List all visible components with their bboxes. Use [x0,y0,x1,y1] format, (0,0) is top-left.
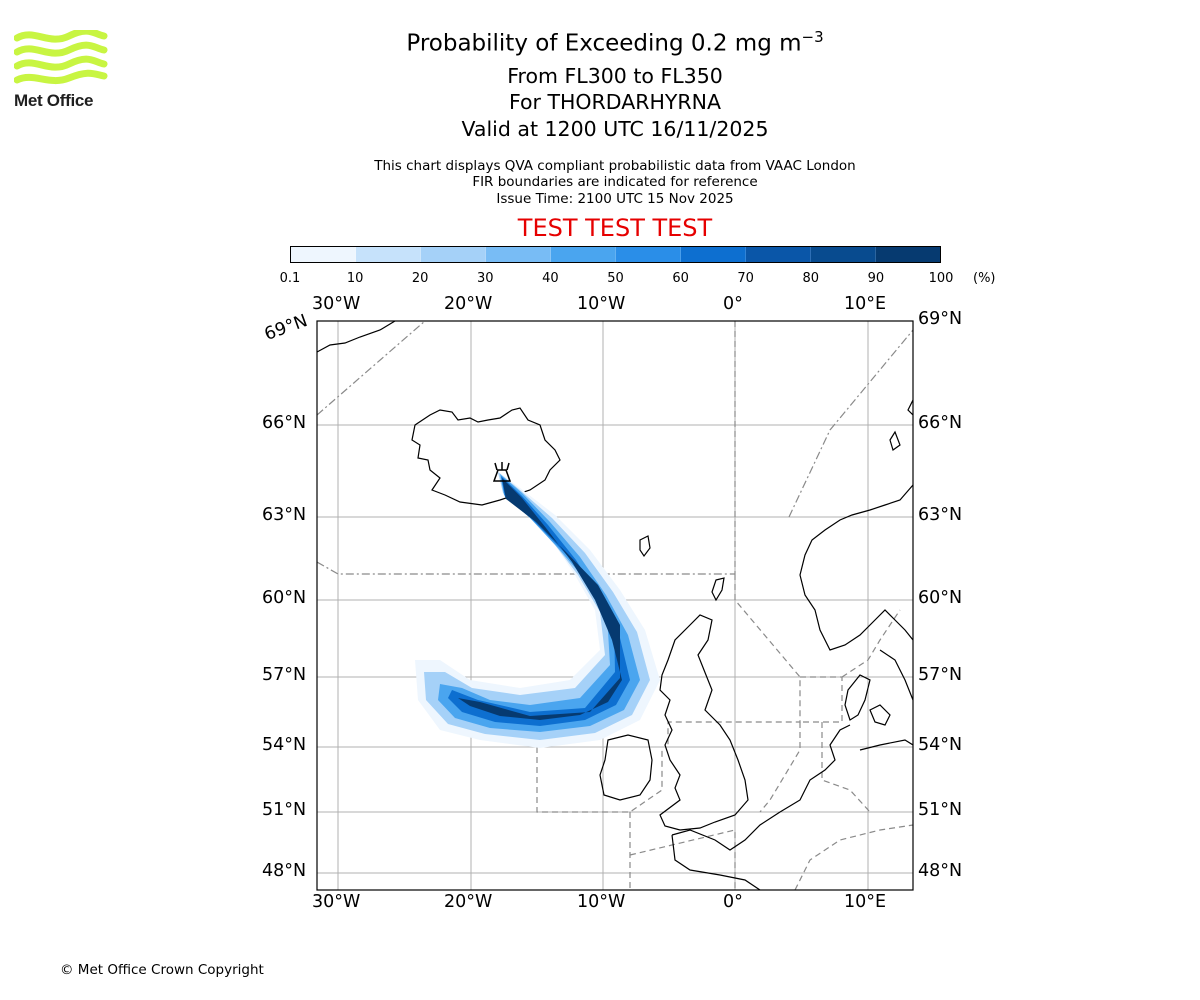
info-line-1: This chart displays QVA compliant probab… [374,158,856,174]
colorbar-tick-label: 90 [867,271,885,286]
top-lon-label: 10°E [844,294,887,314]
faroe-coast [639,535,651,558]
volcano-icon [492,462,512,482]
bottom-lon-label: 30°W [312,892,361,912]
right-lat-label: 69°N [918,309,963,329]
colorbar-unit: (%) [973,271,996,286]
copyright-notice: © Met Office Crown Copyright [60,962,264,978]
left-lat-label: 48°N [262,861,307,881]
colorbar-segment [291,247,356,262]
info-line-2: FIR boundaries are indicated for referen… [472,174,758,190]
volcano-name: For THORDARHYRNA [508,90,722,114]
left-lat-label: 66°N [262,413,307,433]
left-lat-label: 54°N [262,735,307,755]
flight-level-range: From FL300 to FL350 [507,64,723,88]
right-lat-label: 60°N [918,588,963,608]
met-office-wave-icon [13,27,108,85]
chart-title: Probability of Exceeding 0.2 mg m−3 [0,28,1200,57]
colorbar-tick-label: 70 [737,271,754,286]
top-lon-label: 10°W [577,294,626,314]
bottom-lon-label: 20°W [444,892,493,912]
colorbar-tick-label: 30 [477,271,494,286]
logo-text: Met Office [14,91,94,110]
right-lat-label: 63°N [918,505,963,525]
colorbar-tick-label: 20 [411,271,429,286]
valid-time: Valid at 1200 UTC 16/11/2025 [461,117,769,141]
right-lat-label: 48°N [918,861,963,881]
france-coast [671,724,851,890]
top-lon-label: 0° [723,294,743,314]
right-lat-label: 54°N [918,735,963,755]
greenland-coast [317,321,396,353]
colorbar-tick-label: 60 [672,271,689,286]
top-lon-label: 20°W [444,294,493,314]
colorbar-segment [421,247,486,262]
colorbar-tick-label: 0.1 [279,271,301,286]
colorbar-tick-label: 50 [607,271,624,286]
colorbar-segment [746,247,811,262]
ireland-coast [599,734,653,801]
left-lat-label: 57°N [262,665,307,685]
shetland-coast [711,577,725,602]
colorbar-tick-label: 10 [346,271,364,286]
left-lat-label: 51°N [262,800,307,820]
title-exponent: −3 [801,28,824,46]
colorbar-segment [681,247,746,262]
norway-coast [799,484,913,651]
colorbar-segment [876,247,940,262]
top-lon-label: 30°W [312,294,361,314]
denmark-coast [844,674,871,721]
right-lat-label: 66°N [918,413,963,433]
iceland-coast [411,407,561,506]
bottom-lon-label: 0° [723,892,743,912]
test-banner: TEST TEST TEST [517,214,713,242]
title-text: Probability of Exceeding 0.2 mg m [406,30,802,57]
bottom-lon-label: 10°E [844,892,887,912]
bottom-lon-label: 10°W [577,892,626,912]
colorbar-segment [486,247,551,262]
issue-time: Issue Time: 2100 UTC 15 Nov 2025 [496,191,734,207]
great-britain-coast [659,614,749,831]
colorbar-tick-label: 80 [802,271,820,286]
met-office-logo: Met Office [13,27,109,112]
coastlines [317,321,913,890]
map-frame [316,320,914,891]
colorbar-segment [811,247,876,262]
colorbar-tick-label: 100 [928,271,954,286]
colorbar-segment [551,247,616,262]
colorbar-segment [356,247,421,262]
left-lat-label: 60°N [262,588,307,608]
probability-colorbar [290,246,941,263]
right-lat-label: 57°N [918,665,963,685]
right-lat-label: 51°N [918,800,963,820]
colorbar-segment [616,247,681,262]
colorbar-tick-label: 40 [542,271,559,286]
left-lat-label: 63°N [262,505,307,525]
ash-probability-field [415,470,660,748]
